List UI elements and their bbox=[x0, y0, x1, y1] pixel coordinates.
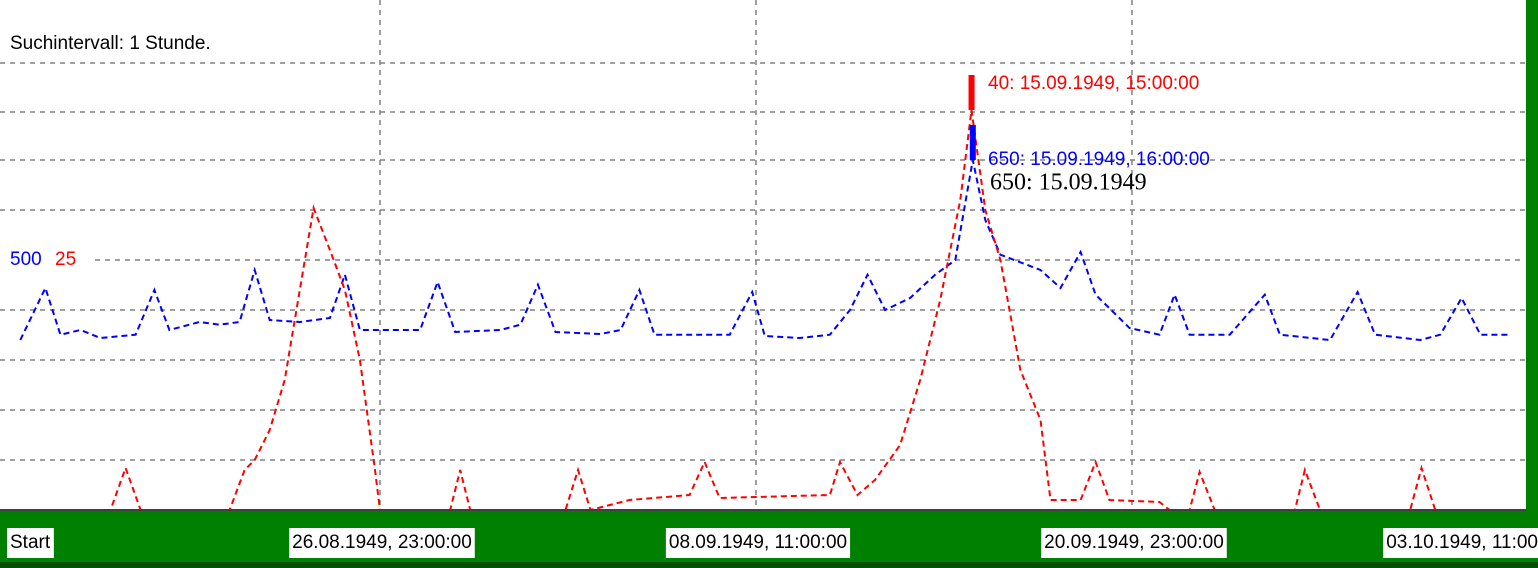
annotation: 650: 15.09.1949, 16:00:00 bbox=[988, 149, 1210, 170]
x-tick-box bbox=[289, 528, 475, 558]
x-tick-box bbox=[665, 528, 851, 558]
series-line bbox=[19, 159, 1511, 342]
grid-horizontal bbox=[0, 62, 1525, 461]
chart-title: Suchintervall: 1 Stunde. bbox=[10, 33, 211, 54]
annotation: 40: 15.09.1949, 15:00:00 bbox=[988, 73, 1199, 94]
x-tick-box bbox=[7, 528, 54, 558]
x-tick-label: Start bbox=[10, 532, 51, 553]
x-tick-box bbox=[1041, 528, 1227, 558]
x-tick-label: 03.10.1949, 11:00 bbox=[1386, 532, 1538, 553]
plot-area bbox=[0, 0, 1526, 511]
bottom-edge bbox=[0, 562, 1538, 568]
x-tick-label: 20.09.1949, 23:00:00 bbox=[1044, 532, 1224, 553]
y2-tick-label: 500 bbox=[10, 249, 42, 270]
x-tick-box bbox=[1383, 528, 1538, 558]
y-tick-label: 25 bbox=[55, 249, 76, 270]
x-tick-label: 08.09.1949, 11:00:00 bbox=[669, 532, 847, 553]
x-tick-label: 26.08.1949, 23:00:00 bbox=[292, 532, 472, 553]
right-border bbox=[1526, 0, 1538, 568]
annotation: 650: 15.09.1949 bbox=[990, 170, 1147, 196]
